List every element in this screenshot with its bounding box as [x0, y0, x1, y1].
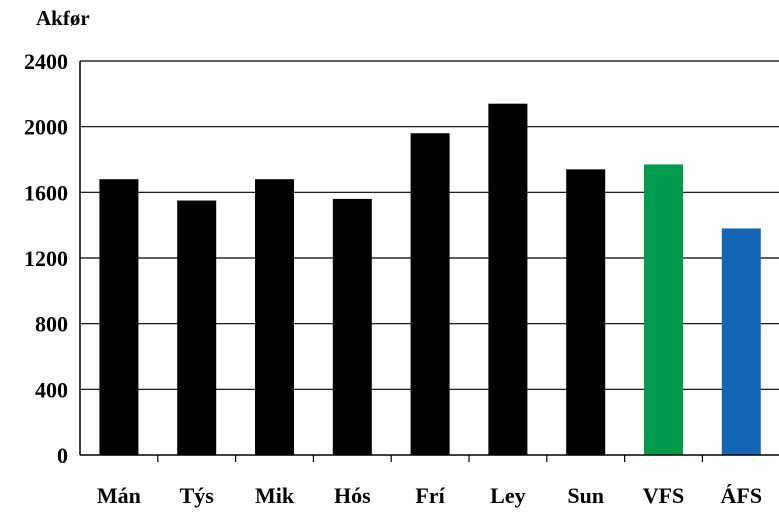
x-tick-labels: Mán Týs Mik Hós Frí Ley Sun VFS ÁFS [97, 483, 762, 508]
x-tick-label: Frí [415, 483, 445, 508]
x-tick-label: Sun [567, 483, 604, 508]
y-tick-label: 800 [35, 312, 68, 337]
x-tick-label: Hós [334, 483, 371, 508]
x-tick-label: Mik [255, 483, 295, 508]
bar [99, 179, 139, 455]
y-tick-label: 0 [57, 443, 68, 468]
bars [99, 103, 761, 456]
axes [79, 61, 779, 462]
x-tick-label: Mán [97, 483, 141, 508]
bar [410, 133, 450, 455]
bar [332, 198, 372, 455]
bar [255, 179, 294, 455]
y-tick-label: 400 [35, 377, 68, 402]
y-tick-label: 2000 [24, 115, 68, 140]
bar [177, 200, 217, 455]
x-tick-label: Ley [490, 483, 525, 508]
y-tick-label: 2400 [24, 49, 68, 74]
y-tick-label: 1600 [24, 180, 68, 205]
bar [566, 169, 606, 455]
x-tick-label: Týs [180, 483, 215, 508]
x-tick-label: VFS [643, 483, 685, 508]
y-axis-title: Akfør [36, 6, 90, 30]
y-tick-labels: 0 400 800 1200 1600 2000 2400 [24, 49, 68, 468]
bar [721, 228, 761, 455]
bar [488, 103, 528, 455]
bar [644, 164, 683, 456]
y-tick-label: 1200 [24, 246, 68, 271]
x-tick-label: ÁFS [721, 483, 763, 508]
